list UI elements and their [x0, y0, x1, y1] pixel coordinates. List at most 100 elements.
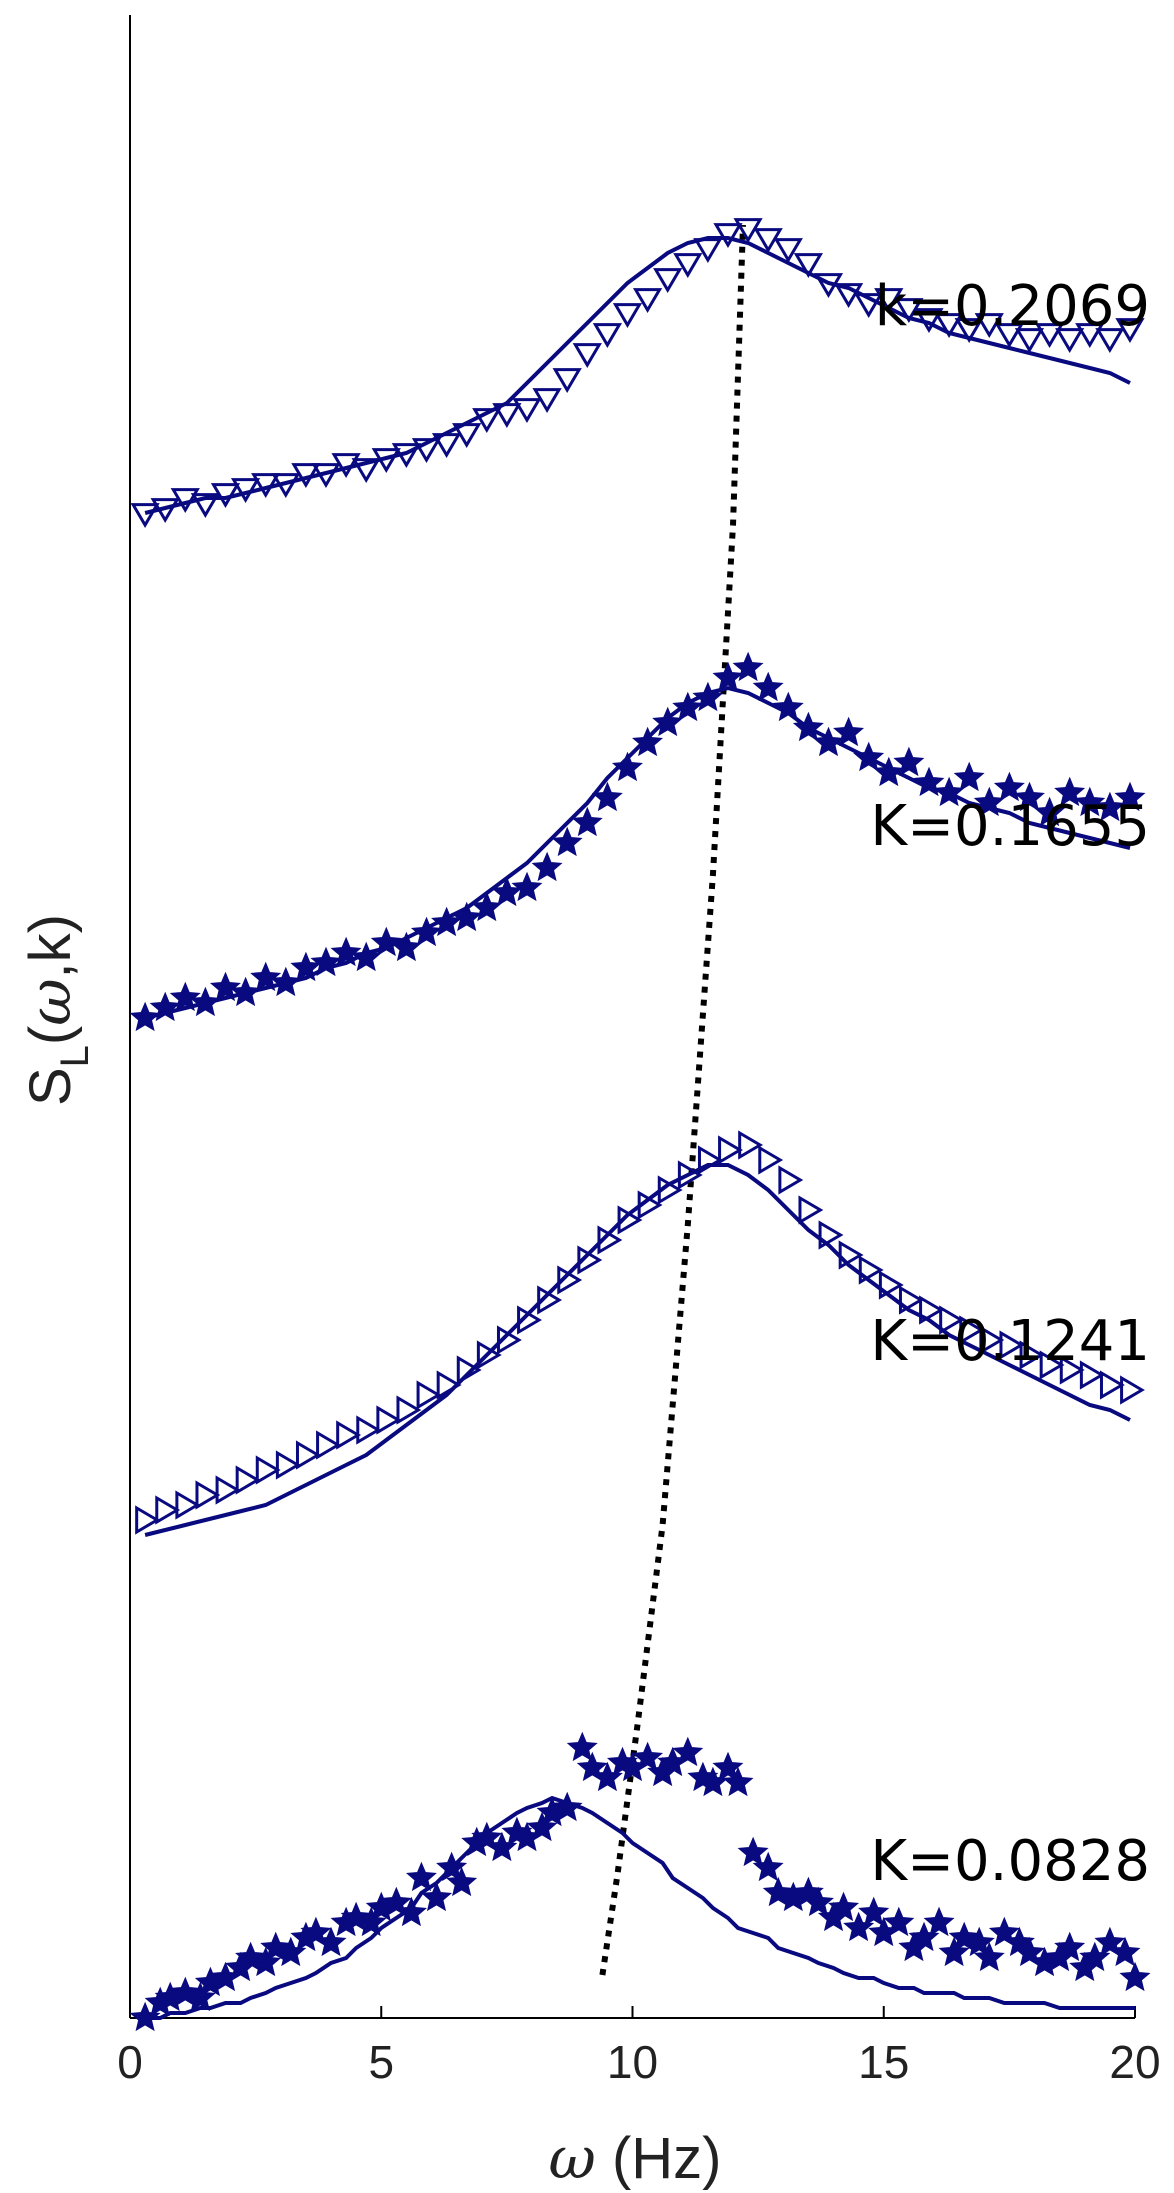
data-point	[517, 1305, 542, 1335]
data-point	[813, 273, 844, 298]
curve-label: K=0.0828	[870, 1829, 1150, 1894]
data-point	[537, 1285, 563, 1315]
data-point	[838, 1240, 864, 1270]
data-point	[235, 1465, 261, 1495]
data-point	[356, 1415, 382, 1445]
curve-labels: K=0.0828 K=0.1241 K=0.1655 k=0.2069	[870, 274, 1150, 1894]
data-point	[632, 726, 664, 757]
x-ticks: 0 5 10 15 20	[117, 2006, 1161, 2088]
data-point	[999, 1330, 1025, 1360]
data-point	[802, 1886, 834, 1917]
data-point	[672, 691, 704, 722]
data-point	[340, 1901, 372, 1932]
x-axis-title-unit: (Hz)	[596, 2126, 722, 2191]
data-point	[898, 1285, 924, 1315]
data-point	[1034, 796, 1066, 827]
data-point	[933, 776, 965, 807]
data-point	[330, 936, 362, 967]
data-point	[571, 806, 603, 837]
y-axis-title: SL(ω,k)	[16, 914, 97, 1106]
data-point	[451, 901, 483, 932]
data-point	[300, 1916, 332, 1947]
data-point	[672, 1736, 704, 1767]
data-point	[531, 851, 563, 882]
data-point	[712, 661, 744, 692]
data-point	[271, 473, 301, 498]
data-point	[894, 298, 924, 323]
data-point	[316, 1430, 341, 1460]
data-point	[310, 946, 342, 977]
data-point	[275, 1450, 301, 1480]
data-point	[908, 1921, 940, 1952]
data-point	[250, 1946, 282, 1977]
data-point	[376, 1405, 402, 1435]
data-point	[209, 971, 241, 1002]
data-point	[853, 741, 885, 772]
series-1	[135, 1130, 1145, 1537]
data-point	[350, 941, 382, 972]
data-point	[963, 1926, 995, 1957]
data-point	[1034, 323, 1065, 348]
data-point	[175, 1490, 201, 1520]
data-point	[973, 786, 1005, 817]
data-point	[873, 756, 905, 787]
data-point	[291, 463, 321, 488]
data-point	[974, 313, 1004, 338]
data-point	[1114, 781, 1146, 812]
data-point	[270, 966, 302, 997]
data-point	[380, 1886, 412, 1917]
data-point	[959, 1315, 985, 1345]
curve-label: K=0.1241	[870, 1309, 1150, 1374]
x-tick-label: 15	[858, 2036, 909, 2088]
data-point	[653, 268, 683, 293]
data-point	[858, 1255, 884, 1285]
data-point	[436, 1370, 462, 1400]
peak-guide	[599, 224, 746, 1976]
data-point	[315, 1926, 347, 1957]
data-point	[979, 1325, 1005, 1355]
data-point	[718, 1135, 743, 1165]
data-point	[939, 1305, 965, 1335]
data-point	[1095, 328, 1125, 353]
data-point	[260, 1931, 292, 1962]
peak-guide-line	[599, 224, 746, 1976]
data-point	[713, 223, 743, 248]
data-point	[526, 1811, 558, 1842]
data-point	[914, 308, 944, 333]
data-point	[919, 1295, 944, 1325]
data-point	[1109, 1936, 1141, 1967]
data-point	[843, 1911, 875, 1942]
data-point	[752, 671, 784, 702]
data-point	[632, 288, 663, 313]
data-point	[491, 876, 523, 907]
data-point	[331, 453, 361, 478]
data-point	[572, 343, 602, 368]
data-point	[492, 403, 522, 428]
data-point	[793, 253, 823, 278]
data-point	[552, 368, 582, 393]
data-point	[732, 651, 764, 682]
data-point	[854, 293, 884, 318]
data-point	[1014, 328, 1045, 353]
data-point	[371, 448, 401, 473]
data-point	[973, 1941, 1005, 1972]
data-point	[551, 1791, 583, 1822]
data-point	[657, 1175, 683, 1205]
y-axis-title-open: (	[18, 1026, 83, 1045]
data-point	[1094, 791, 1126, 822]
series-0	[129, 1731, 1151, 2032]
data-point	[592, 323, 622, 348]
data-point	[250, 961, 282, 992]
x-tick-label: 0	[117, 2036, 143, 2088]
data-point	[673, 253, 703, 278]
data-point	[431, 433, 462, 458]
data-point	[391, 443, 421, 468]
fit-curve	[144, 1163, 1131, 1537]
data-point	[878, 1270, 904, 1300]
data-point	[512, 398, 542, 423]
data-point	[938, 1936, 970, 1967]
data-point	[1075, 323, 1105, 348]
data-point	[1039, 1350, 1065, 1380]
data-point	[255, 1455, 281, 1485]
x-axis-title: ω (Hz)	[549, 2124, 722, 2192]
